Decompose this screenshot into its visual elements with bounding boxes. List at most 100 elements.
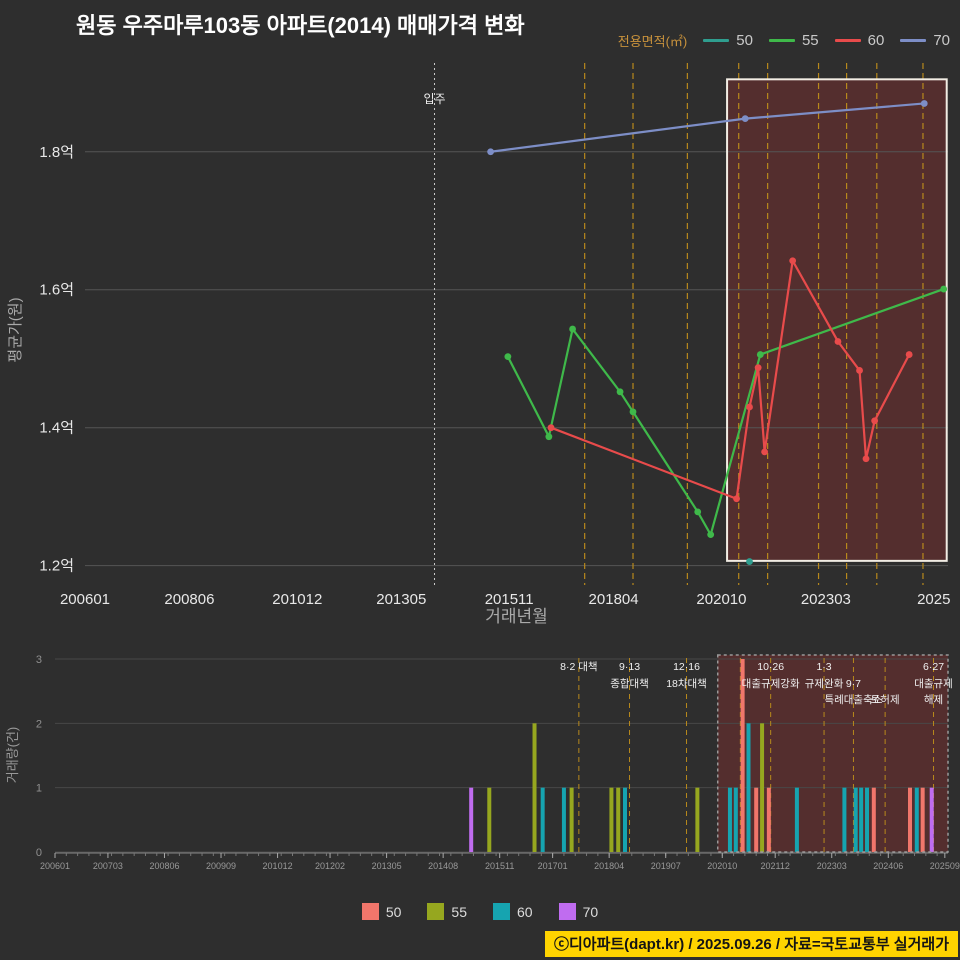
series-point-50 [746,558,753,565]
series-point-55 [756,351,764,358]
y-tick-label: 1.8억 [39,144,74,161]
volume-bar-50 [754,787,759,852]
series-point-60 [547,424,555,432]
volume-bar-55 [609,787,614,852]
legend-label: 55 [451,903,467,920]
volume-bar-60 [859,787,864,852]
legend-item-55[interactable]: 55 [427,903,467,920]
volume-bar-55 [695,787,700,852]
policy-annotation: 10·26 [757,661,784,673]
x-tick-label: 202010 [707,861,737,871]
x-tick-label: 201408 [428,861,458,871]
legend-color-swatch-70 [558,903,576,920]
volume-bar-60 [853,787,858,852]
legend-label: 50 [736,32,753,49]
policy-annotation: 9·13 [619,661,640,673]
y-tick-label: 1.4억 [39,420,74,437]
highlight-region [727,79,947,561]
x-tick-label: 201012 [263,861,293,871]
policy-annotation: 6·27 [923,661,944,673]
policy-annotation: 12·16 [673,661,700,673]
legend-line-sample-60 [834,39,861,42]
y-tick-label: 1.6억 [39,282,74,299]
legend-line-sample-50 [703,39,730,42]
policy-annotation: 대출규제 [914,678,953,690]
legend-item-50[interactable]: 50 [703,32,753,49]
x-tick-label: 201012 [272,591,322,608]
price-chart: 1.2억 1.4억 1.6억 1.8억 200601 200806 201012 201305… [7,63,950,626]
x-tick-label: 2025 [917,591,950,608]
series-point-60 [862,455,870,463]
x-tick-label: 200806 [164,591,214,608]
volume-bar-50 [908,787,912,852]
x-tick-label: 200601 [60,591,110,608]
x-tick-label: 201202 [315,861,345,871]
volume-bar-60 [727,787,732,852]
legend-color-swatch-50 [361,903,379,920]
x-axis-label: 거래년월 [485,607,548,626]
y-tick-label: 0 [36,847,42,859]
x-tick-label: 202303 [817,861,847,871]
volume-bar-60 [746,723,751,852]
series-point-60 [761,448,769,456]
volume-bar-60 [561,787,566,852]
legend-item-50[interactable]: 50 [361,903,401,920]
volume-bar-60 [794,787,799,852]
y-tick-label: 1 [36,783,42,795]
x-tick-label: 201305 [372,861,402,871]
series-point-60 [733,495,740,503]
volume-bar-60 [914,787,919,852]
x-tick-label: 201907 [651,861,681,871]
volume-bar-55 [616,787,621,852]
legend-item-70[interactable]: 70 [558,903,599,920]
policy-annotation: 종합대책 [610,678,649,690]
policy-annotation: 토허제 [871,694,900,706]
area-legend-title: 전용면적(㎡) [617,34,688,49]
legend-item-70[interactable]: 70 [900,32,950,49]
volume-bar-55 [532,723,537,852]
y-tick-label: 1.2억 [39,558,74,575]
x-tick-label: 201701 [538,861,568,871]
legend-item-60[interactable]: 60 [493,903,533,920]
legend-label: 70 [582,903,599,920]
highlight-border [716,654,949,853]
legend-line-sample-55 [768,39,795,42]
volume-bar-50 [871,787,876,852]
highlight-border [726,78,948,562]
y-tick-label: 3 [36,654,42,666]
volume-bar-55 [487,787,492,852]
series-point-70 [487,148,495,156]
series-point-55 [569,325,576,333]
policy-annotation: 특례대출축소 [824,694,882,706]
volume-bar-55 [760,723,765,852]
volume-bar-50 [766,787,771,852]
policy-annotation: 규제완화 [805,677,844,690]
policy-annotation: 대출규제강화 [742,678,800,690]
x-tick-label: 202406 [873,861,903,871]
series-point-55 [629,408,637,416]
x-tick-label: 201511 [485,861,514,871]
policy-annotation: 9·7 [846,678,861,690]
series-point-60 [871,417,879,425]
y-axis-label: 거래량(건) [5,727,20,784]
legend-label: 55 [801,32,819,49]
x-tick-label: 200703 [93,861,123,871]
legend-item-55[interactable]: 55 [768,32,819,49]
move-in-label: 입주 [423,92,445,106]
series-point-70 [920,100,928,107]
x-tick-label: 201511 [485,591,534,608]
series-point-60 [789,257,797,265]
x-tick-label: 200806 [149,861,179,871]
y-tick-label: 2 [36,718,42,730]
policy-annotation: 18차대책 [666,678,707,690]
x-tick-label: 200601 [40,861,70,871]
legend-item-60[interactable]: 60 [834,32,884,49]
series-point-55 [940,285,948,293]
policy-annotation: 1·3 [816,661,831,673]
area-legend: 전용면적(㎡) 50 55 60 70 [618,31,950,50]
volume-bar-60 [623,787,627,852]
area-legend-items: 50 55 60 70 [703,32,950,49]
volume-bar-60 [842,787,847,852]
legend-color-swatch-60 [493,903,510,920]
